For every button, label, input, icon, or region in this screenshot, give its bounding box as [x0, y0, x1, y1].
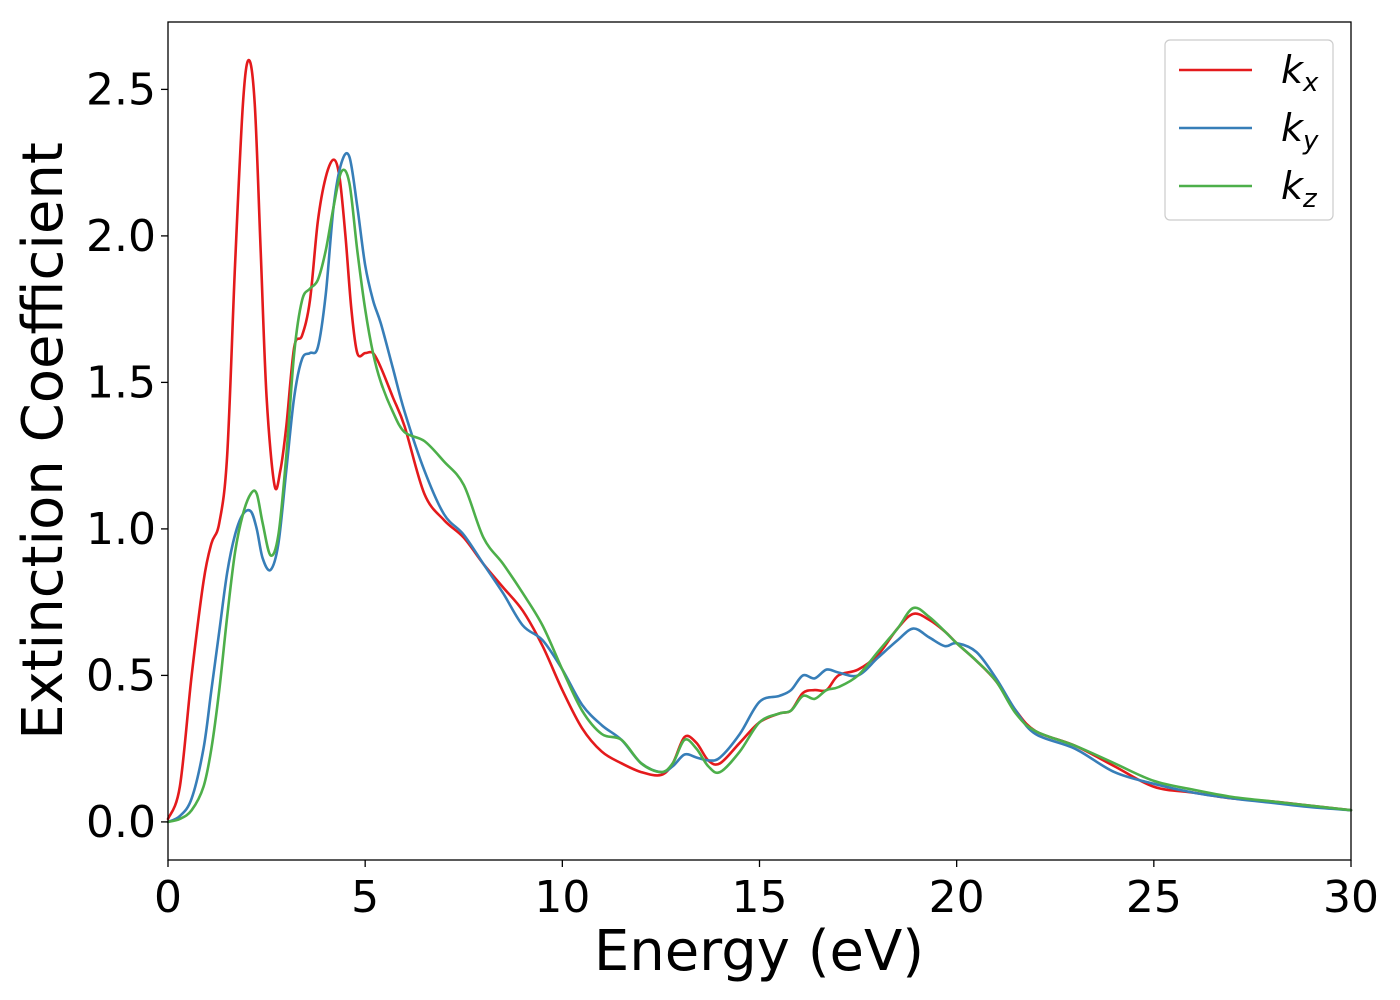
y-tick-label: 0.0: [86, 797, 156, 848]
y-tick-label: 1.5: [86, 357, 156, 408]
x-tick-label: 25: [1126, 872, 1182, 923]
legend: kx ky kz: [1164, 39, 1334, 221]
x-axis: 0 5 10 15 20 25 30: [154, 860, 1379, 923]
y-axis-title: Extinction Coefficient: [11, 142, 76, 740]
legend-label-ky: ky: [1281, 106, 1319, 156]
x-tick-label: 5: [351, 872, 379, 923]
x-axis-title: Energy (eV): [594, 919, 924, 984]
y-tick-label: 1.0: [86, 504, 156, 555]
y-tick-label: 2.5: [86, 64, 156, 115]
x-tick-label: 10: [534, 872, 590, 923]
series-layer: [166, 58, 1353, 824]
x-tick-label: 20: [929, 872, 985, 923]
x-tick-label: 0: [154, 872, 182, 923]
legend-label-kx: kx: [1281, 48, 1319, 98]
y-tick-label: 0.5: [86, 650, 156, 701]
series-line-kz: [166, 168, 1353, 824]
y-tick-label: 2.0: [86, 211, 156, 262]
legend-label-kz: kz: [1281, 164, 1318, 214]
x-tick-label: 15: [732, 872, 788, 923]
plot-area: [168, 22, 1351, 860]
x-tick-label: 30: [1323, 872, 1379, 923]
y-axis: 0.0 0.5 1.0 1.5 2.0 2.5: [86, 64, 168, 848]
legend-box: [1164, 39, 1334, 221]
